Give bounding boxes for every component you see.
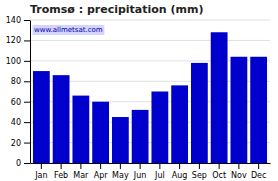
tick-mark <box>100 163 101 169</box>
tick-label: Sep <box>192 171 207 180</box>
tick-mark <box>24 61 30 62</box>
annotation-background <box>33 25 105 35</box>
y-tick: 120 <box>6 36 30 45</box>
bar <box>211 32 228 163</box>
x-tick: Dec <box>251 163 266 180</box>
bar <box>132 110 149 163</box>
x-tick: Jan <box>34 163 47 180</box>
title: Tromsø : precipitation (mm) <box>30 3 204 16</box>
tick-mark <box>24 122 30 123</box>
annotation: www.allmetsat.com <box>33 25 105 35</box>
grid-line <box>30 20 270 21</box>
tick-label: Feb <box>54 171 68 180</box>
tick-label: Jan <box>34 171 47 180</box>
y-axis: 0 20 40 60 80 100 120 140 <box>6 16 31 168</box>
tick-mark <box>61 163 62 169</box>
tick-label: 140 <box>6 16 21 25</box>
tick-mark <box>238 163 239 169</box>
tick-mark <box>120 163 121 169</box>
tick-label: 80 <box>11 77 21 86</box>
bar <box>92 102 109 163</box>
x-tick: Jul <box>154 163 165 180</box>
tick-label: Jul <box>154 171 165 180</box>
bar <box>230 57 247 163</box>
bar <box>191 63 208 163</box>
tick-mark <box>24 81 30 82</box>
x-tick: Aug <box>172 163 188 180</box>
x-tick: Oct <box>212 163 226 180</box>
grid-line <box>30 40 270 41</box>
tick-mark <box>24 163 30 164</box>
tick-label: 100 <box>6 57 21 66</box>
tick-mark <box>24 143 30 144</box>
tick-label: Mar <box>73 171 89 180</box>
bar <box>112 117 129 163</box>
plot-area: 0 20 40 60 80 100 120 140 Jan Feb Mar AprMay Jun Jul A… <box>6 16 271 180</box>
tick-label: Aug <box>172 171 188 180</box>
x-tick: May <box>112 163 129 180</box>
axis-line <box>31 163 271 164</box>
grid <box>30 20 270 163</box>
tick-mark <box>24 102 30 103</box>
tick-mark <box>140 163 141 169</box>
y-tick: 140 <box>6 16 30 25</box>
y-tick: 40 <box>11 118 30 127</box>
tick-label: Jun <box>133 171 147 180</box>
tick-label: Nov <box>231 171 247 180</box>
x-tick: Nov <box>231 163 247 180</box>
tick-mark <box>80 163 81 169</box>
tick-mark <box>159 163 160 169</box>
tick-label: May <box>112 171 129 180</box>
tick-mark <box>219 163 220 169</box>
x-tick: Mar <box>73 163 89 180</box>
bar <box>151 92 168 164</box>
tick-label: Apr <box>94 171 109 180</box>
bar <box>72 96 89 163</box>
tick-mark <box>24 40 30 41</box>
y-tick: 80 <box>11 77 30 86</box>
tick-mark <box>24 20 30 21</box>
tick-label: 60 <box>11 98 21 107</box>
tick-mark <box>199 163 200 169</box>
x-tick: Apr <box>94 163 109 180</box>
tick-label: Oct <box>212 171 226 180</box>
axis-line <box>30 21 31 164</box>
tick-mark <box>179 163 180 169</box>
tick-label: 0 <box>16 159 21 168</box>
bar <box>33 71 50 163</box>
bars <box>33 32 267 163</box>
x-tick: Jun <box>133 163 147 180</box>
x-tick: Sep <box>192 163 207 180</box>
bar <box>53 75 70 163</box>
tick-label: 20 <box>11 139 21 148</box>
chart: 0 20 40 60 80 100 120 140 Jan Feb Mar AprMay Jun Jul A… <box>0 0 278 181</box>
tick-label: Dec <box>251 171 266 180</box>
x-axis: Jan Feb Mar AprMay Jun Jul Aug Sep Oct Nov Dec <box>31 163 271 180</box>
x-tick: Feb <box>54 163 68 180</box>
tick-label: 40 <box>11 118 21 127</box>
bar <box>171 85 188 163</box>
annotation-text: www.allmetsat.com <box>34 26 103 34</box>
bar <box>250 57 267 163</box>
y-tick: 20 <box>11 139 30 148</box>
y-tick: 60 <box>11 98 30 107</box>
tick-mark <box>41 163 42 169</box>
tick-label: 120 <box>6 36 21 45</box>
y-tick: 100 <box>6 57 30 66</box>
y-tick: 0 <box>16 159 30 168</box>
tick-mark <box>258 163 259 169</box>
